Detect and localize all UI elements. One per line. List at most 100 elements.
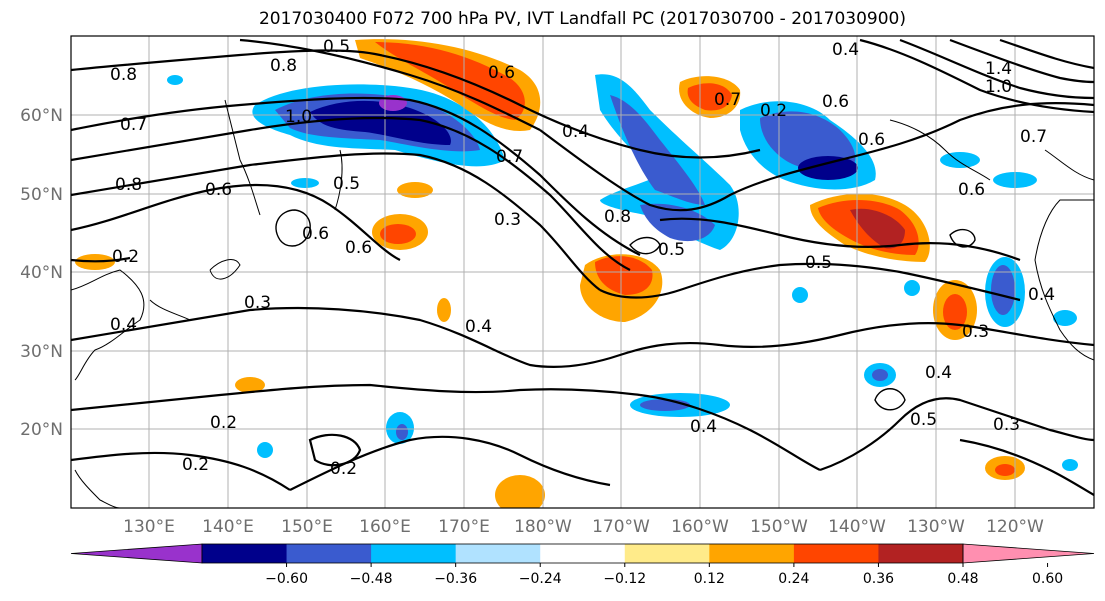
negative-anomaly-small-1-core xyxy=(991,265,1015,315)
lat-label: 40°N xyxy=(20,263,63,283)
negative-anomaly-small-7 xyxy=(291,178,319,188)
colorbar-segment xyxy=(286,544,372,563)
map-title: 2017030400 F072 700 hPa PV, IVT Landfall… xyxy=(258,9,906,29)
lon-label: 130°W xyxy=(907,517,965,537)
positive-anomaly-east-dark xyxy=(850,208,905,249)
contour-label: 0.8 xyxy=(604,207,631,227)
latitude-labels: 60°N 50°N 40°N 30°N 20°N xyxy=(20,106,63,440)
contour-label: 0.7 xyxy=(496,147,523,167)
longitude-labels: 130°E 140°E 150°E 160°E 170°E 180°W 170°… xyxy=(123,517,1044,537)
colorbar-tick-label: 0.36 xyxy=(863,571,894,587)
lat-label: 50°N xyxy=(20,185,63,205)
negative-anomaly-central-south xyxy=(640,203,715,242)
contour-label: 0.6 xyxy=(488,63,515,83)
lon-label: 180°W xyxy=(514,517,572,537)
colorbar-segment xyxy=(202,544,288,563)
contour-label: 0.5 xyxy=(333,174,360,194)
positive-anomaly-small-4 xyxy=(495,475,545,508)
colorbar-tick-label: 0.60 xyxy=(1032,571,1063,587)
contour-labels: 0.5 0.8 0.7 1.0 0.8 0.6 0.5 0.6 0.6 0.2 … xyxy=(110,37,1055,479)
colorbar-segment xyxy=(793,544,879,563)
colorbar-segment xyxy=(878,544,964,563)
contour-label: 1.0 xyxy=(285,107,312,127)
contour-label: 0.2 xyxy=(210,413,237,433)
lon-label: 170°W xyxy=(592,517,650,537)
lon-label: 160°W xyxy=(671,517,729,537)
lon-label: 150°W xyxy=(750,517,808,537)
contour-label: 0.6 xyxy=(345,238,372,258)
contour-label: 0.8 xyxy=(115,175,142,195)
contour-label: 0.5 xyxy=(910,410,937,430)
contour-label: 0.8 xyxy=(110,65,137,85)
contour-label: 0.2 xyxy=(760,101,787,121)
colorbar-segment xyxy=(624,544,710,563)
lat-label: 20°N xyxy=(20,420,63,440)
negative-anomaly-small-13 xyxy=(1053,310,1077,326)
contour-label: 0.4 xyxy=(465,317,492,337)
contour-label: 1.0 xyxy=(985,77,1012,97)
contour-label: 0.3 xyxy=(993,415,1020,435)
contour-label: 0.6 xyxy=(858,130,885,150)
lon-label: 140°E xyxy=(202,517,254,537)
positive-anomaly-small-8 xyxy=(437,298,451,322)
contour-label: 0.3 xyxy=(244,293,271,313)
contour-label: 0.6 xyxy=(302,224,329,244)
colorbar-extend-max xyxy=(962,543,1095,564)
negative-anomaly-small-2-core xyxy=(640,399,690,411)
lon-label: 160°E xyxy=(359,517,411,537)
lon-label: 140°W xyxy=(828,517,886,537)
contour-label: 0.4 xyxy=(1028,285,1055,305)
contour-label: 0.2 xyxy=(182,455,209,475)
negative-anomaly-kamchatka-dark xyxy=(310,100,451,145)
contour-label: 0.4 xyxy=(832,40,859,60)
positive-anomaly-alaska-core xyxy=(687,83,732,111)
contour-label: 0.7 xyxy=(1020,127,1047,147)
negative-anomaly-small-9 xyxy=(904,280,920,296)
contour-label: 0.5 xyxy=(805,253,832,273)
colorbar-tick-label: −0.36 xyxy=(434,571,477,587)
contour-label: 0.4 xyxy=(925,363,952,383)
lat-label: 60°N xyxy=(20,106,63,126)
map-frame xyxy=(70,35,1095,509)
contour-label: 0.6 xyxy=(958,180,985,200)
colorbar-tick-label: −0.60 xyxy=(265,571,308,587)
contour-label: 0.5 xyxy=(323,37,350,57)
positive-anomaly-small-2 xyxy=(397,182,433,198)
contour-label: 0.2 xyxy=(112,247,139,267)
negative-anomaly-small-10 xyxy=(257,442,273,458)
contour-label: 0.3 xyxy=(962,322,989,342)
negative-anomaly-small-3-core xyxy=(872,369,888,381)
lat-label: 30°N xyxy=(20,342,63,362)
contour-label: 1.4 xyxy=(985,59,1012,79)
colorbar-segment xyxy=(455,544,541,563)
positive-anomaly-small-3-core xyxy=(943,294,967,330)
contour-label: 0.6 xyxy=(205,180,232,200)
negative-anomaly-small-4-core xyxy=(396,424,408,440)
colorbar-tick-label: 0.12 xyxy=(694,571,725,587)
colorbar-tick-label: −0.12 xyxy=(603,571,646,587)
lon-label: 150°E xyxy=(281,517,333,537)
contour-label: 0.6 xyxy=(822,92,849,112)
contour-label: 0.5 xyxy=(658,240,685,260)
contour-label: 0.7 xyxy=(120,115,147,135)
contour-label: 0.8 xyxy=(270,56,297,76)
positive-anomaly-small-1-core xyxy=(380,224,416,244)
negative-anomaly-small-12 xyxy=(1062,459,1078,471)
positive-anomaly-small-6 xyxy=(235,377,265,393)
contour-label: 0.4 xyxy=(562,122,589,142)
colorbar-tick-label: −0.48 xyxy=(350,571,393,587)
colorbar-segment xyxy=(709,544,795,563)
coastlines xyxy=(71,99,1094,508)
colorbar-border xyxy=(201,543,964,564)
lon-label: 130°E xyxy=(123,517,175,537)
contour-label: 0.4 xyxy=(690,417,717,437)
colorbar: −0.60 −0.48 −0.36 −0.24 −0.12 0.12 0.24 0.36 0.4… xyxy=(70,543,1095,587)
contour-lines xyxy=(71,38,1094,496)
colorbar-segment xyxy=(540,544,626,563)
colorbar-extend-min xyxy=(70,543,203,564)
gridlines xyxy=(71,36,1094,508)
positive-anomaly-north-core xyxy=(375,42,525,120)
negative-anomaly-central-core xyxy=(610,95,705,205)
colorbar-tick-label: 0.48 xyxy=(947,571,978,587)
